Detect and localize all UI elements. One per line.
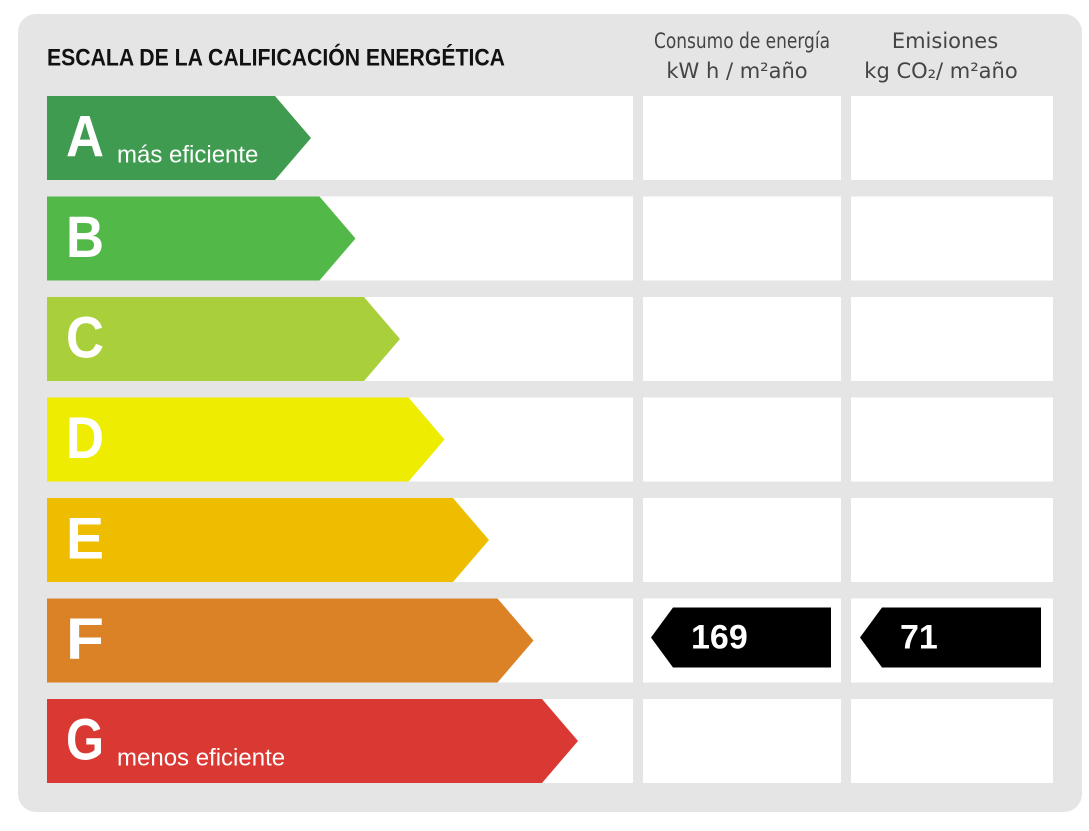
value-arrow [651,607,831,668]
value-cell [643,699,841,783]
rating-arrow [47,397,445,482]
value-cell [643,498,841,582]
value-cell [851,196,1053,281]
rating-note: más eficiente [117,141,258,168]
value-cell [851,297,1053,381]
rating-arrow [47,699,578,783]
rating-letter: G [66,707,104,772]
rating-letter: D [66,406,104,471]
column-unit: kW h / m²año [666,59,807,83]
rating-arrow [47,96,311,180]
rating-arrow [47,498,489,582]
rating-letter: C [66,305,104,370]
rating-letter: F [66,607,104,672]
value-cell [643,96,841,180]
column-header: Consumo de energía [654,29,830,53]
rating-arrow [47,297,400,381]
column-unit: kg CO₂/ m²año [864,59,1017,83]
value-label: 71 [900,618,938,656]
value-cell [643,297,841,381]
value-cell [643,397,841,482]
rating-letter: E [66,506,104,571]
value-cell [851,699,1053,783]
value-cell [851,397,1053,482]
value-cell [851,96,1053,180]
value-arrow [860,607,1041,668]
value-label: 169 [691,618,748,656]
rating-arrow [47,196,356,281]
title: ESCALA DE LA CALIFICACIÓN ENERGÉTICA [47,43,505,71]
rating-letter: B [66,205,104,270]
rating-note: menos eficiente [117,744,285,771]
value-cell [851,498,1053,582]
value-cell [643,196,841,281]
column-header: Emisiones [892,29,998,53]
rating-arrow [47,598,534,683]
rating-letter: A [66,104,104,169]
